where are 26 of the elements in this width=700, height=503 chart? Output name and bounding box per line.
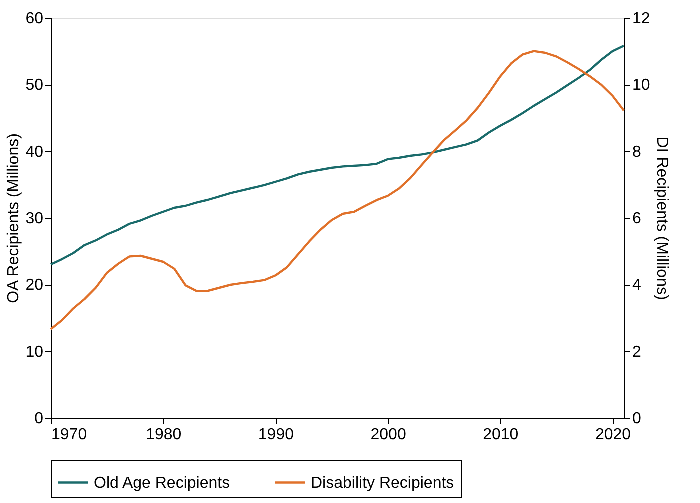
y-tick-label: 30 xyxy=(26,210,44,228)
y2-tick-label: 6 xyxy=(632,210,642,228)
y2-axis-title: DI Recipients (Millions) xyxy=(653,136,670,300)
x-tick-label: 2020 xyxy=(595,426,632,444)
x-tick-label: 2000 xyxy=(370,426,406,444)
x-tick-label: 1990 xyxy=(258,426,294,444)
x-tick-label: 1980 xyxy=(146,426,182,444)
y-tick-label: 60 xyxy=(26,10,44,28)
y-tick-label: 20 xyxy=(26,277,44,294)
y-tick-label: 40 xyxy=(26,144,44,161)
x-tick-label: 1970 xyxy=(52,426,88,444)
y2-tick-label: 8 xyxy=(632,144,642,161)
line-series xyxy=(50,50,626,330)
y-tick-label: 50 xyxy=(26,77,44,94)
y2-tick-label: 0 xyxy=(632,410,642,428)
y2-tick-label: 12 xyxy=(632,10,650,28)
y2-tick-label: 2 xyxy=(632,344,642,361)
legend-label: Old Age Recipients xyxy=(94,474,230,492)
y-tick-label: 0 xyxy=(34,410,44,428)
x-tick-label: 2010 xyxy=(483,426,519,444)
y2-tick-label: 4 xyxy=(632,277,642,294)
y-tick-label: 10 xyxy=(26,344,44,361)
line-series xyxy=(50,44,626,266)
y2-tick-label: 10 xyxy=(632,77,650,94)
y-axis-title: OA Recipients (Millions) xyxy=(6,134,23,304)
legend-label: Disability Recipients xyxy=(311,474,454,492)
